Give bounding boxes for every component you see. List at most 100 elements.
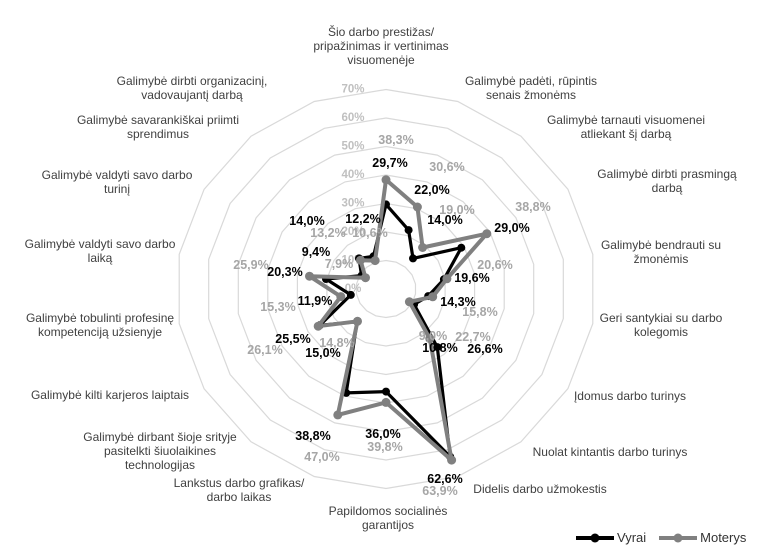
grid-ring <box>355 259 417 319</box>
data-point-vyrai <box>409 254 417 263</box>
value-label-vyrai: 62,6% <box>427 472 462 486</box>
data-point-moterys <box>425 334 435 344</box>
value-label-vyrai: 10,8% <box>422 341 457 355</box>
data-point-moterys <box>381 397 391 407</box>
ring-label: 60% <box>341 112 364 124</box>
data-point-moterys <box>336 292 346 302</box>
data-point-moterys <box>404 297 414 307</box>
legend-dot-vyrai-icon <box>590 533 600 542</box>
data-point-moterys <box>353 316 362 326</box>
data-point-moterys <box>381 175 391 185</box>
data-point-vyrai <box>404 226 413 235</box>
value-label-vyrai: 9,4% <box>302 245 331 259</box>
data-point-vyrai <box>457 243 466 252</box>
legend-line-vyrai-icon <box>576 533 614 542</box>
data-point-moterys <box>361 273 370 283</box>
axis-label: Galimybė dirbti organizacinį, vadovaujan… <box>116 74 268 102</box>
value-label-vyrai: 20,3% <box>267 265 302 279</box>
value-label-moterys: 13,2% <box>310 226 345 240</box>
grid-ring <box>178 88 594 490</box>
data-point-moterys <box>412 202 422 212</box>
value-label-moterys: 26,1% <box>247 343 282 357</box>
value-label-vyrai: 14,0% <box>427 213 462 227</box>
value-label-moterys: 30,6% <box>429 160 464 174</box>
value-label-vyrai: 25,5% <box>275 332 310 346</box>
value-label-moterys: 14,8% <box>319 336 354 350</box>
value-label-vyrai: 11,9% <box>298 294 333 308</box>
legend-label-vyrai: Vyrai <box>617 530 647 545</box>
legend-item-vyrai: Vyrai <box>576 530 646 545</box>
value-label-vyrai: 15,0% <box>305 346 340 360</box>
value-label-moterys: 20,6% <box>477 258 512 272</box>
value-label-moterys: 39,8% <box>367 440 402 454</box>
value-label-moterys: 38,8% <box>515 200 550 214</box>
data-point-moterys <box>305 271 314 281</box>
data-point-moterys <box>313 321 323 331</box>
value-label-vyrai: 19,6% <box>454 271 489 285</box>
axis-label: Galimybė savarankiškai priimti sprendimu… <box>76 113 240 141</box>
value-label-moterys: 15,3% <box>260 300 295 314</box>
value-label-vyrai: 14,0% <box>289 214 324 228</box>
axis-label: Įdomus darbo turinys <box>573 389 687 403</box>
ring-label: 50% <box>341 141 364 153</box>
axis-label: Šio darbo prestižas/ pripažinimas ir ver… <box>313 25 449 67</box>
data-point-moterys <box>418 243 428 252</box>
value-label-vyrai: 26,6% <box>467 342 502 356</box>
data-point-moterys <box>447 455 457 465</box>
value-label-vyrai: 12,2% <box>345 212 380 226</box>
legend-item-moterys: Moterys <box>659 530 746 545</box>
axis-label: Papildomos socialinės garantijos <box>328 504 448 532</box>
ring-label: 30% <box>341 198 364 210</box>
ring-label: 40% <box>341 169 364 181</box>
value-label-moterys: 22,7% <box>455 330 490 344</box>
value-label-moterys: 47,0% <box>304 450 339 464</box>
value-label-vyrai: 36,0% <box>365 427 400 441</box>
value-label-moterys: 63,9% <box>422 484 457 498</box>
value-label-vyrai: 38,8% <box>295 429 330 443</box>
axis-label: Galimybė bendrauti su žmonėmis <box>600 238 722 266</box>
axis-label: Galimybė kilti karjeros laiptais <box>30 388 190 402</box>
value-label-moterys: 19,0% <box>439 203 474 217</box>
axis-label: Galimybė dirbant šioje srityje pasitelkt… <box>83 430 237 472</box>
data-point-moterys <box>333 410 343 420</box>
chart-legend: Vyrai Moterys <box>576 530 746 545</box>
value-label-moterys: 9,0% <box>419 329 448 343</box>
value-label-vyrai: 22,0% <box>414 183 449 197</box>
data-point-vyrai <box>433 343 442 352</box>
value-label-vyrai: 29,7% <box>372 156 407 170</box>
grid-ring <box>326 231 446 347</box>
value-label-moterys: 15,8% <box>462 305 497 319</box>
grid-ring <box>208 117 564 461</box>
data-point-moterys <box>428 292 438 302</box>
axis-label: Galimybė dirbti prasmingą darbą <box>597 167 737 195</box>
data-point-moterys <box>356 255 365 265</box>
axis-label: Galimybė valdyti savo darbo laiką <box>24 237 176 265</box>
value-label-moterys: 10,6% <box>352 226 387 240</box>
legend-label-moterys: Moterys <box>700 530 747 545</box>
axis-label: Geri santykiai su darbo kolegomis <box>599 311 723 339</box>
axis-label: Didelis darbo užmokestis <box>473 482 607 496</box>
legend-line-moterys-icon <box>659 533 698 542</box>
data-point-vyrai <box>346 290 355 299</box>
value-label-moterys: 38,3% <box>378 133 413 147</box>
value-label-moterys: 7,9% <box>325 257 354 271</box>
axis-label: Galimybė tarnauti visuomenei atliekant š… <box>546 113 706 141</box>
data-point-moterys <box>482 229 492 239</box>
data-point-vyrai <box>382 387 390 396</box>
value-label-vyrai: 29,0% <box>494 221 529 235</box>
grid-ring <box>237 145 535 433</box>
legend-dot-moterys-icon <box>673 533 683 542</box>
axis-label: Galimybė padėti, rūpintis senais žmonėms <box>464 74 598 102</box>
axis-label: Galimybė tobulinti profesinę kompetencij… <box>25 311 175 339</box>
axis-label: Lankstus darbo grafikas/ darbo laikas <box>173 476 305 504</box>
axis-label: Nuolat kintantis darbo turinys <box>532 445 688 459</box>
axis-label: Galimybė valdyti savo darbo turinį <box>41 168 193 196</box>
ring-label: 20% <box>341 226 364 238</box>
ring-label: 70% <box>341 84 364 96</box>
data-point-moterys <box>370 256 380 266</box>
value-label-moterys: 25,9% <box>233 258 268 272</box>
value-label-vyrai: 14,3% <box>440 295 475 309</box>
data-point-moterys <box>442 274 452 284</box>
